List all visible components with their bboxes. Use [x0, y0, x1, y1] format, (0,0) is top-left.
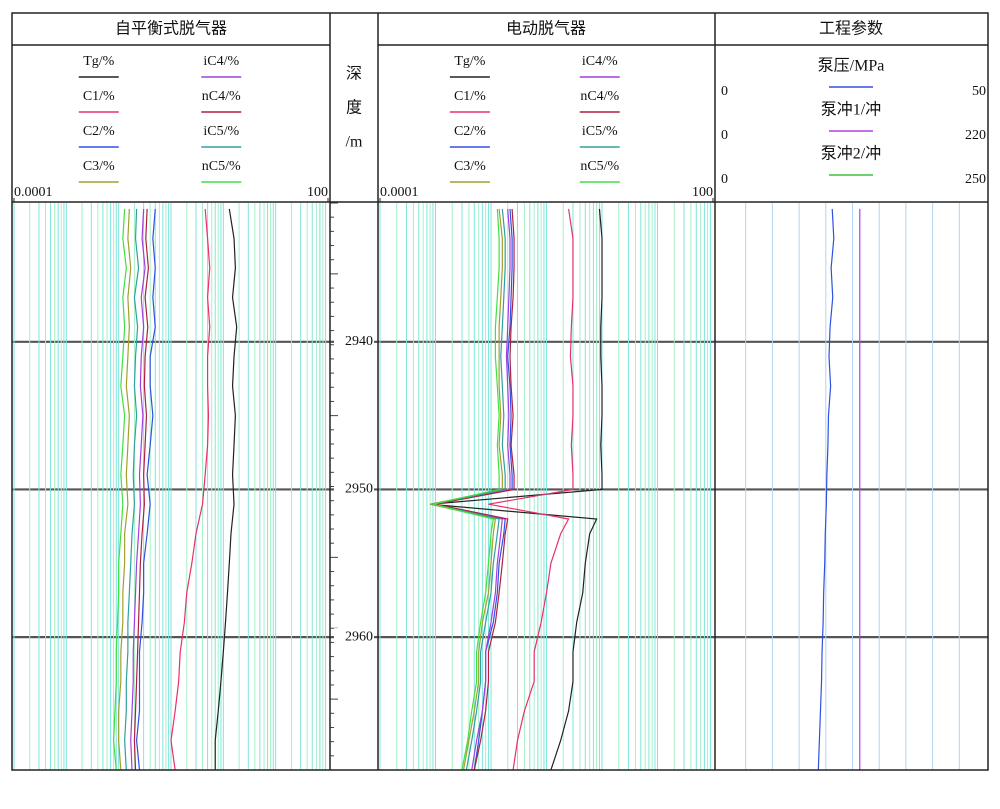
depth-label-bg	[334, 628, 374, 647]
log-curve	[430, 208, 603, 771]
param-curve	[817, 208, 835, 771]
x-tick-label: 0	[721, 128, 728, 143]
legend-label: nC4/%	[580, 89, 619, 104]
legend-label: iC5/%	[582, 124, 618, 139]
x-tick-label: 0	[721, 84, 728, 99]
track-title: 工程参数	[819, 20, 883, 38]
legend-label: C2/%	[454, 124, 486, 139]
x-tick-label: 0.0001	[380, 185, 419, 200]
x-tick-label: 250	[965, 172, 986, 187]
x-tick-label: 100	[692, 185, 713, 200]
x-tick-label: 220	[965, 128, 986, 143]
log-curve	[135, 208, 156, 771]
log-curve	[124, 208, 140, 771]
depth-tick-label: 2950	[345, 482, 373, 497]
depth-label: /m	[346, 134, 363, 151]
legend-label: nC4/%	[202, 89, 241, 104]
log-curve	[432, 208, 506, 771]
legend-label: C1/%	[83, 89, 115, 104]
log-curve	[435, 208, 515, 771]
depth-label: 深	[346, 65, 362, 83]
log-curve	[112, 208, 127, 771]
mark-layer	[112, 208, 861, 771]
depth-label-bg	[334, 480, 374, 499]
log-curve	[488, 208, 574, 771]
depth-tick-label: 2960	[345, 629, 373, 644]
text-layer: 深度/m 2940 2950 2960 0.0001 100 自平衡式脱气器 Tg/% C1/%…	[14, 20, 986, 647]
legend-label: nC5/%	[202, 159, 241, 174]
legend-label: C3/%	[83, 159, 115, 174]
grid-layer	[12, 198, 988, 770]
log-curve	[133, 208, 150, 771]
x-tick-label: 0.0001	[14, 185, 53, 200]
legend-label: iC4/%	[582, 54, 618, 69]
legend-label: C1/%	[454, 89, 486, 104]
depth-label-bg	[334, 332, 374, 351]
x-tick-label: 50	[972, 84, 986, 99]
legend-label: nC5/%	[580, 159, 619, 174]
log-curve	[118, 208, 132, 771]
legend-label: Tg/%	[83, 54, 114, 69]
legend-label: C3/%	[454, 159, 486, 174]
legend-label: 泵压/MPa	[818, 57, 885, 75]
log-curve	[170, 208, 211, 771]
outer-border	[11, 12, 989, 771]
depth-tick-label: 2940	[345, 334, 373, 349]
legend-label: C2/%	[83, 124, 115, 139]
legend-label: 泵冲1/冲	[821, 101, 881, 119]
track-title: 电动脱气器	[506, 20, 586, 38]
depth-label: 度	[346, 99, 362, 117]
track-title: 自平衡式脱气器	[115, 20, 227, 38]
legend-label: iC4/%	[203, 54, 239, 69]
legend-label: iC5/%	[203, 124, 239, 139]
log-curve	[130, 208, 146, 771]
x-tick-label: 0	[721, 172, 728, 187]
x-tick-label: 100	[307, 185, 328, 200]
log-curve	[214, 208, 238, 770]
log-curve	[432, 208, 500, 771]
legend-label: 泵冲2/冲	[821, 145, 881, 163]
frame	[11, 12, 989, 771]
legend-label: Tg/%	[454, 54, 485, 69]
